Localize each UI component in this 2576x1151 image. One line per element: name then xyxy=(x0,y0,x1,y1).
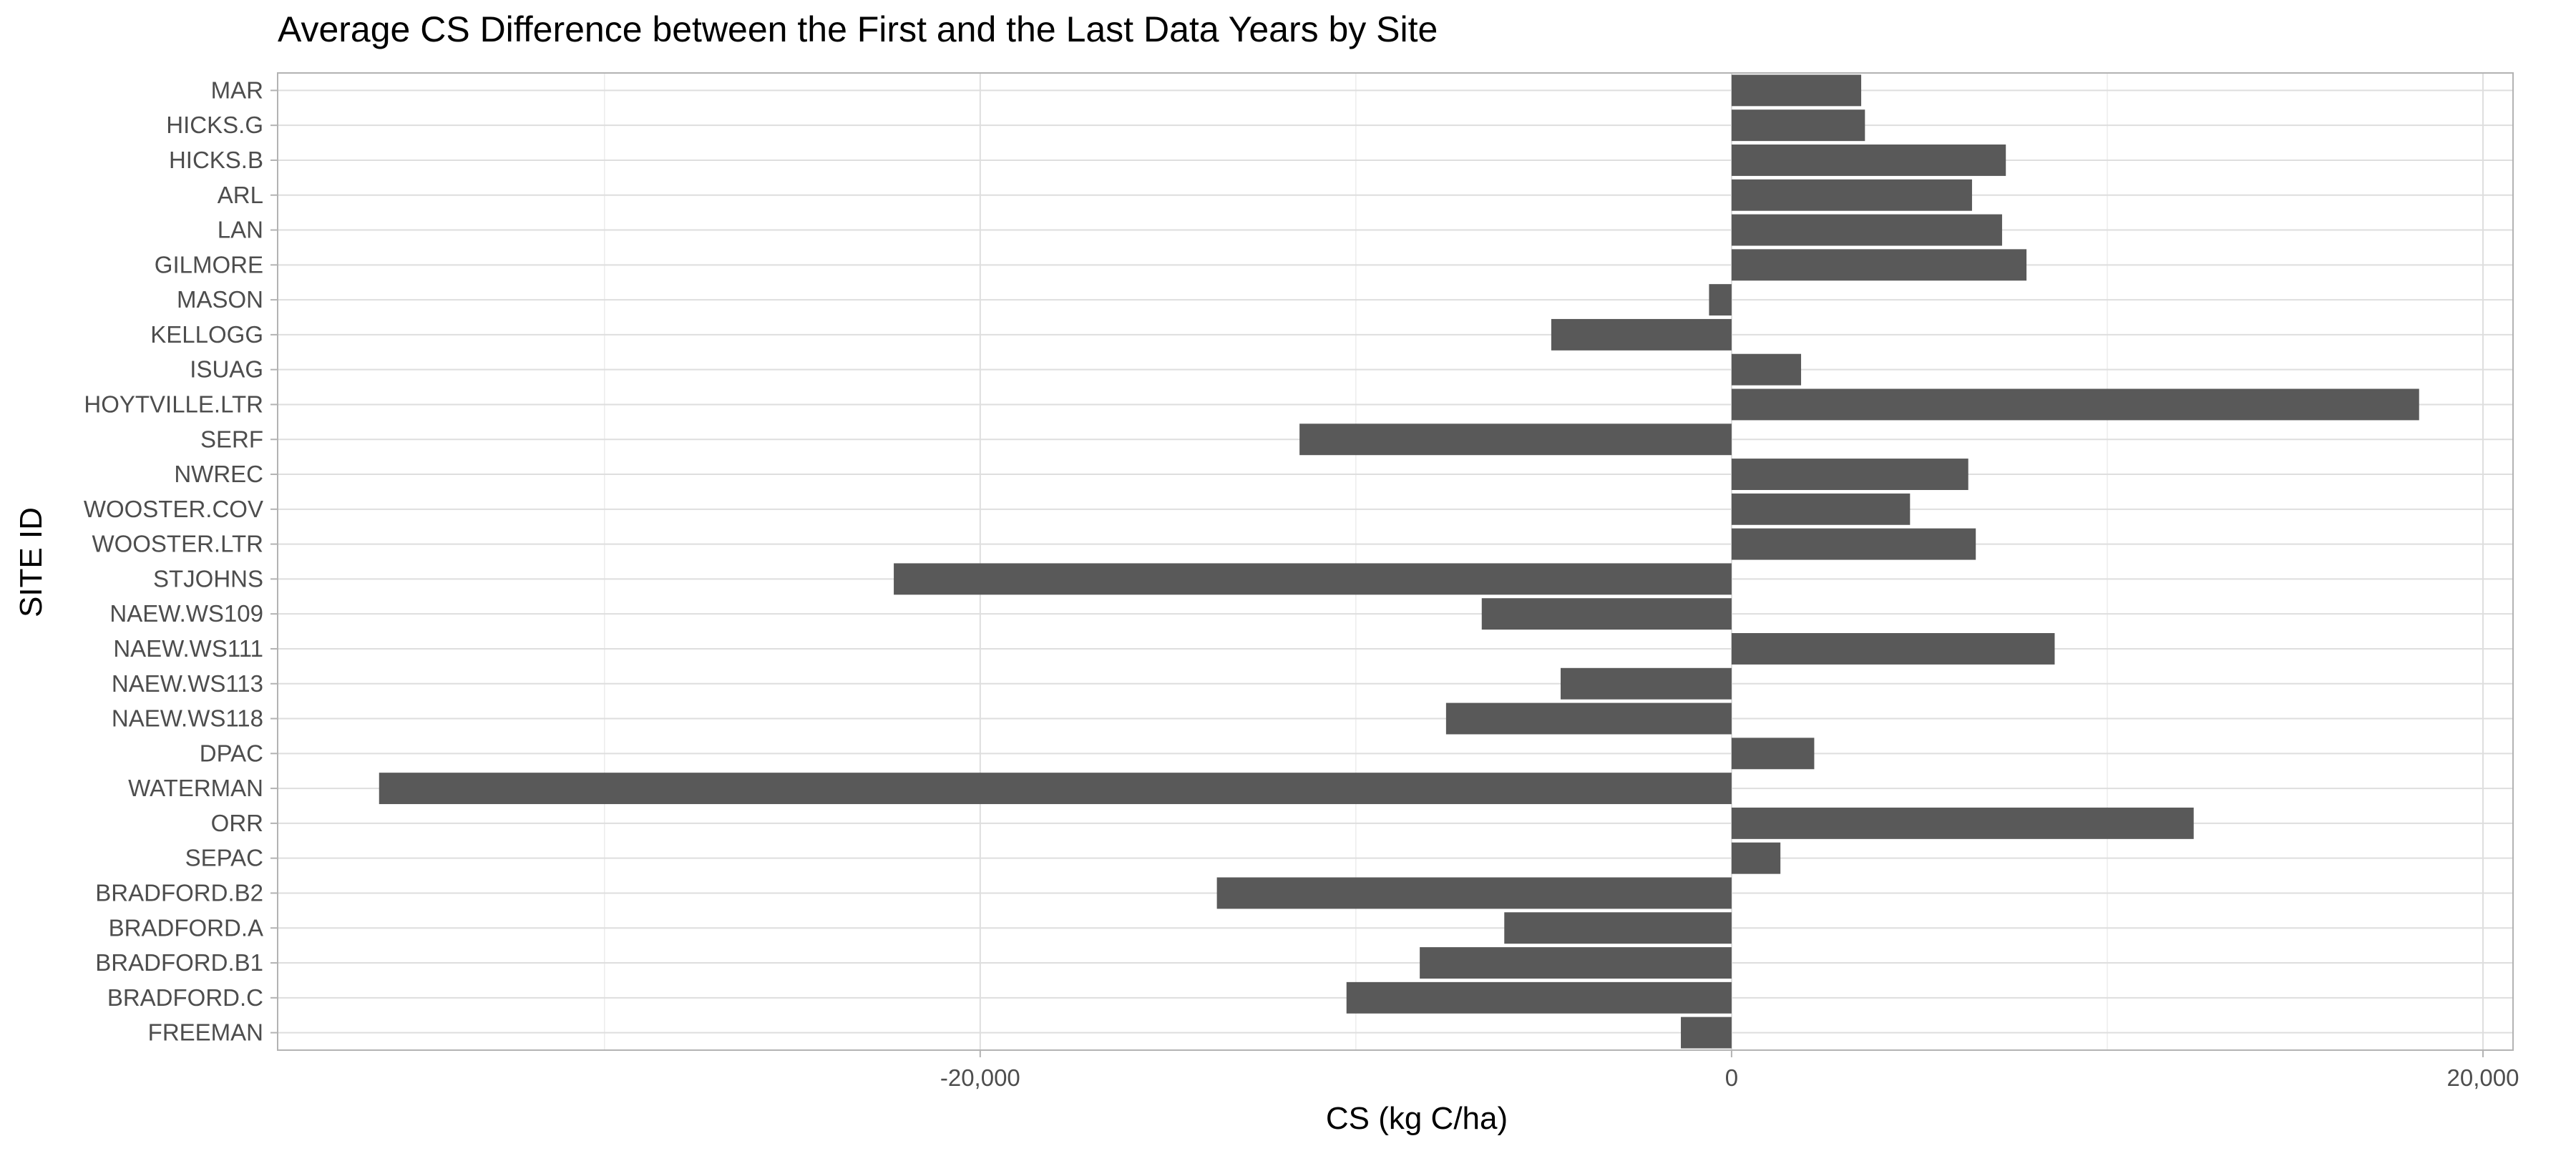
bar-hoytville-ltr xyxy=(1731,388,2419,421)
bar-naew-ws118 xyxy=(1445,702,1732,735)
y-tick-label: GILMORE xyxy=(155,251,263,278)
y-tick-label: STJOHNS xyxy=(153,565,263,592)
x-axis-ticks: -20,000 0 20,000 xyxy=(940,1050,2519,1091)
y-tick-label: BRADFORD.B1 xyxy=(95,949,263,976)
bar-arl xyxy=(1731,179,1972,211)
bar-lan xyxy=(1731,214,2002,246)
x-tick-label: -20,000 xyxy=(940,1064,1020,1091)
plot-panel xyxy=(277,72,2514,1051)
bar-naew-ws113 xyxy=(1561,667,1732,700)
bar-bradford-c xyxy=(1346,981,1732,1014)
x-axis-title: CS (kg C/ha) xyxy=(1326,1101,1508,1136)
bar-wooster-ltr xyxy=(1731,528,1976,560)
bar-sepac xyxy=(1731,842,1781,874)
y-tick-label: NWREC xyxy=(174,461,263,487)
bar-freeman xyxy=(1681,1017,1732,1049)
x-tick-label: 0 xyxy=(1725,1064,1738,1091)
bar-hicks-g xyxy=(1731,109,1865,142)
chart-title: Average CS Difference between the First … xyxy=(278,9,1438,49)
y-tick-label: NAEW.WS109 xyxy=(109,600,263,627)
y-tick-label: DPAC xyxy=(200,740,263,766)
y-tick-label: MAR xyxy=(211,77,263,103)
bar-orr xyxy=(1731,807,2194,839)
bar-naew-ws111 xyxy=(1731,633,2055,665)
y-tick-label: WOOSTER.LTR xyxy=(92,531,263,557)
y-tick-label: BRADFORD.C xyxy=(107,984,263,1011)
y-tick-label: KELLOGG xyxy=(150,321,263,348)
y-tick-label: NAEW.WS113 xyxy=(112,670,263,697)
bar-dpac xyxy=(1731,738,1815,770)
x-tick-label: 20,000 xyxy=(2447,1064,2519,1091)
y-axis-title: SITE ID xyxy=(14,507,49,617)
bar-mar xyxy=(1731,74,1862,107)
bar-serf xyxy=(1299,423,1732,456)
bar-naew-ws109 xyxy=(1481,598,1732,630)
y-tick-label: FREEMAN xyxy=(148,1019,263,1046)
y-axis-ticks: MAR HICKS.G HICKS.B ARL LAN GILMORE MASON KELLO… xyxy=(84,77,278,1046)
bar-kellogg xyxy=(1551,318,1732,351)
y-tick-label: SERF xyxy=(200,426,263,452)
bar-nwrec xyxy=(1731,459,1968,490)
bar-bradford-b1 xyxy=(1420,947,1732,979)
y-tick-label: SEPAC xyxy=(185,845,263,871)
y-tick-label: ISUAG xyxy=(190,356,263,383)
y-tick-label: WATERMAN xyxy=(128,775,263,801)
y-tick-label: MASON xyxy=(177,286,263,313)
bar-wooster-cov xyxy=(1731,493,1911,525)
y-tick-label: NAEW.WS118 xyxy=(112,705,263,732)
y-tick-label: NAEW.WS111 xyxy=(113,635,263,662)
bar-bradford-b2 xyxy=(1216,877,1732,909)
bars xyxy=(379,74,2419,1049)
y-tick-label: WOOSTER.COV xyxy=(84,496,263,522)
bar-mason xyxy=(1709,284,1732,316)
bar-gilmore xyxy=(1731,249,2027,281)
y-tick-label: HICKS.G xyxy=(166,112,263,138)
bar-hicks-b xyxy=(1731,145,2006,176)
bar-waterman xyxy=(379,773,1732,805)
y-tick-label: LAN xyxy=(218,217,263,243)
y-tick-label: BRADFORD.B2 xyxy=(95,879,263,906)
y-tick-label: ORR xyxy=(211,810,263,836)
y-tick-label: BRADFORD.A xyxy=(109,914,263,941)
y-tick-label: HOYTVILLE.LTR xyxy=(84,391,263,417)
bar-stjohns xyxy=(894,563,1732,595)
y-tick-label: HICKS.B xyxy=(169,147,263,173)
bar-bradford-a xyxy=(1504,912,1732,944)
bar-isuag xyxy=(1731,353,1802,386)
y-tick-label: ARL xyxy=(218,182,263,208)
